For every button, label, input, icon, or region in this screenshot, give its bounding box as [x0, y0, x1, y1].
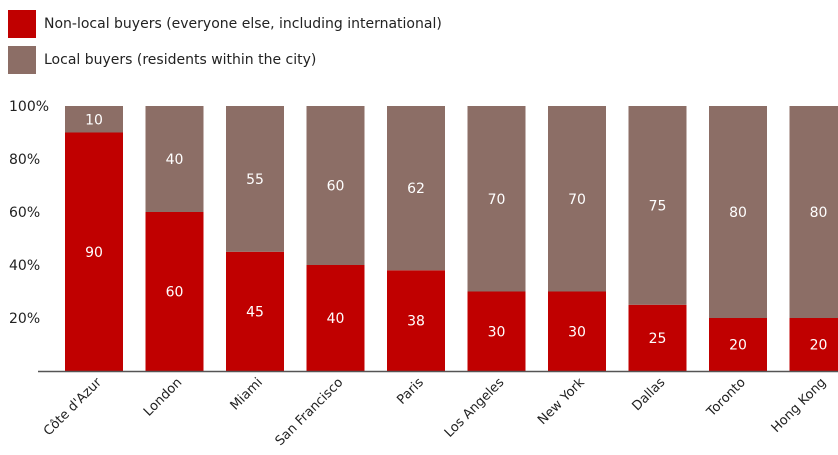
category-label: San Francisco	[273, 375, 347, 449]
bar-value-label: 55	[246, 172, 264, 188]
y-tick-label: 80%	[9, 152, 40, 168]
bar-non-local	[306, 265, 365, 371]
bar-non-local	[387, 270, 445, 371]
category-label: Toronto	[704, 375, 749, 420]
bar-value-label: 75	[649, 198, 667, 214]
bar-non-local	[709, 318, 767, 371]
bar-value-label: 45	[246, 304, 264, 320]
y-tick-label: 60%	[9, 205, 40, 221]
category-label: Los Angeles	[442, 375, 508, 441]
bar-local	[467, 106, 526, 292]
bars: 90 10 60 40 45 55 40 60 38 62 30 70 30 70 25 75 20 80 20 80	[65, 106, 838, 371]
y-tick-label: 100%	[9, 99, 49, 115]
bar-local	[709, 106, 767, 318]
bar-value-label: 70	[568, 192, 586, 208]
category-label: Miami	[228, 375, 266, 413]
y-tick-label: 40%	[9, 258, 40, 274]
bar-local	[628, 106, 687, 305]
bar-non-local	[226, 251, 284, 371]
category-label: Côte d'Azur	[41, 375, 105, 439]
bar-non-local	[628, 304, 687, 371]
bar-value-label: 30	[568, 324, 586, 340]
legend-item-non-local: Non-local buyers (everyone else, includi…	[8, 6, 442, 42]
bar-local	[306, 106, 365, 265]
bar-value-label: 60	[166, 285, 184, 301]
category-label: Dallas	[629, 375, 668, 414]
bar-local	[548, 106, 606, 292]
bar-value-label: 60	[327, 179, 345, 195]
bar-local	[145, 106, 204, 212]
legend-swatch-local	[8, 46, 36, 74]
y-axis: 20% 40% 60% 80% 100%	[9, 99, 49, 327]
bar-value-label: 90	[85, 245, 103, 261]
category-label: Hong Kong	[769, 375, 830, 436]
bar-non-local	[65, 132, 123, 371]
bar-non-local	[789, 318, 838, 371]
bar-local	[226, 106, 284, 252]
bar-value-label: 20	[810, 338, 828, 354]
x-axis: Côte d'Azur London Miami San Francisco Paris…	[41, 375, 829, 449]
bar-local	[387, 106, 445, 271]
category-label: London	[141, 375, 185, 419]
category-label: Paris	[394, 375, 427, 408]
bar-value-label: 62	[407, 181, 425, 197]
bar-local	[789, 106, 838, 318]
legend-label-non-local: Non-local buyers (everyone else, includi…	[44, 16, 442, 32]
bar-value-label: 70	[488, 192, 506, 208]
legend-swatch-non-local	[8, 10, 36, 38]
bar-non-local	[467, 291, 526, 371]
legend-label-local: Local buyers (residents within the city)	[44, 52, 317, 68]
bar-value-label: 20	[729, 338, 747, 354]
bar-non-local	[145, 212, 204, 371]
category-label: New York	[535, 375, 588, 428]
bar-value-label: 80	[810, 205, 828, 221]
bar-non-local	[548, 291, 606, 371]
y-tick-label: 20%	[9, 311, 40, 327]
legend-item-local: Local buyers (residents within the city)	[8, 42, 442, 78]
legend: Non-local buyers (everyone else, includi…	[8, 6, 442, 78]
bar-local	[65, 106, 123, 133]
bar-value-label: 80	[729, 205, 747, 221]
bar-value-label: 25	[649, 331, 667, 347]
bar-value-label: 10	[85, 112, 103, 128]
bar-value-label: 40	[166, 152, 184, 168]
bar-value-label: 40	[327, 311, 345, 327]
bar-value-label: 38	[407, 314, 425, 330]
bar-value-label: 30	[488, 324, 506, 340]
